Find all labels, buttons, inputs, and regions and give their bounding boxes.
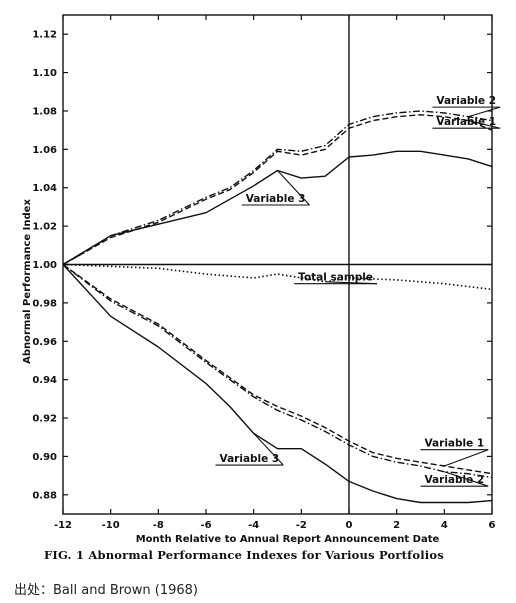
y-tick-label-6: 1.00	[32, 260, 57, 271]
y-tick-label-8: 1.04	[32, 183, 57, 194]
label-leader-0	[468, 106, 501, 118]
y-tick-label-0: 0.88	[32, 490, 57, 501]
series-label-0: Variable 2	[436, 95, 496, 107]
series-line-upper-variable-2	[62, 110, 493, 266]
series-label-4: Variable 1	[425, 438, 485, 450]
y-tick-label-2: 0.92	[32, 414, 57, 425]
y-tick-label-4: 0.96	[32, 337, 57, 348]
series-label-2: Variable 3	[246, 193, 306, 205]
y-axis-label: Abnormal Performance Index	[22, 199, 33, 364]
x-tick-label-2: -8	[153, 520, 164, 531]
label-leader-3	[325, 281, 378, 285]
label-leader-2	[277, 170, 310, 206]
label-leader-4	[444, 449, 489, 467]
y-tick-label-11: 1.10	[32, 68, 57, 79]
series-line-upper-variable-3	[62, 150, 493, 266]
series-line-lower-variable-1	[62, 263, 493, 475]
y-tick-label-1: 0.90	[32, 452, 57, 463]
x-axis-label: Month Relative to Annual Report Announce…	[136, 534, 440, 545]
y-tick-label-9: 1.06	[32, 145, 57, 156]
x-tick-label-6: 0	[346, 520, 353, 531]
figure-caption: FIG. 1 Abnormal Performance Indexes for …	[44, 548, 444, 562]
label-leader-1	[468, 120, 501, 129]
series-label-3: Total sample	[298, 272, 373, 284]
y-tick-label-10: 1.08	[32, 106, 57, 117]
x-tick-label-5: -2	[296, 520, 307, 531]
x-tick-label-3: -6	[200, 520, 211, 531]
label-leader-6	[253, 433, 284, 466]
series-label-6: Variable 3	[220, 453, 280, 465]
x-tick-label-1: -10	[102, 520, 120, 531]
y-tick-label-12: 1.12	[32, 30, 57, 41]
series-line-upper-variable-1	[62, 114, 493, 266]
series-label-1: Variable 1	[436, 116, 496, 128]
source-citation: 出处：Ball and Brown (1968)	[14, 583, 198, 598]
x-tick-label-0: -12	[54, 520, 72, 531]
y-tick-label-7: 1.02	[32, 222, 57, 233]
series-line-lower-variable-3	[62, 264, 493, 504]
x-tick-label-9: 6	[489, 520, 496, 531]
x-tick-label-4: -4	[248, 520, 259, 531]
x-tick-label-8: 4	[441, 520, 448, 531]
y-tick-label-3: 0.94	[32, 375, 57, 386]
series-line-lower-variable-2	[62, 263, 493, 479]
label-leader-5	[444, 471, 489, 487]
x-tick-label-7: 2	[393, 520, 400, 531]
y-tick-label-5: 0.98	[32, 298, 57, 309]
series-line-middle-total-sample	[62, 263, 493, 291]
series-label-5: Variable 2	[425, 474, 485, 486]
